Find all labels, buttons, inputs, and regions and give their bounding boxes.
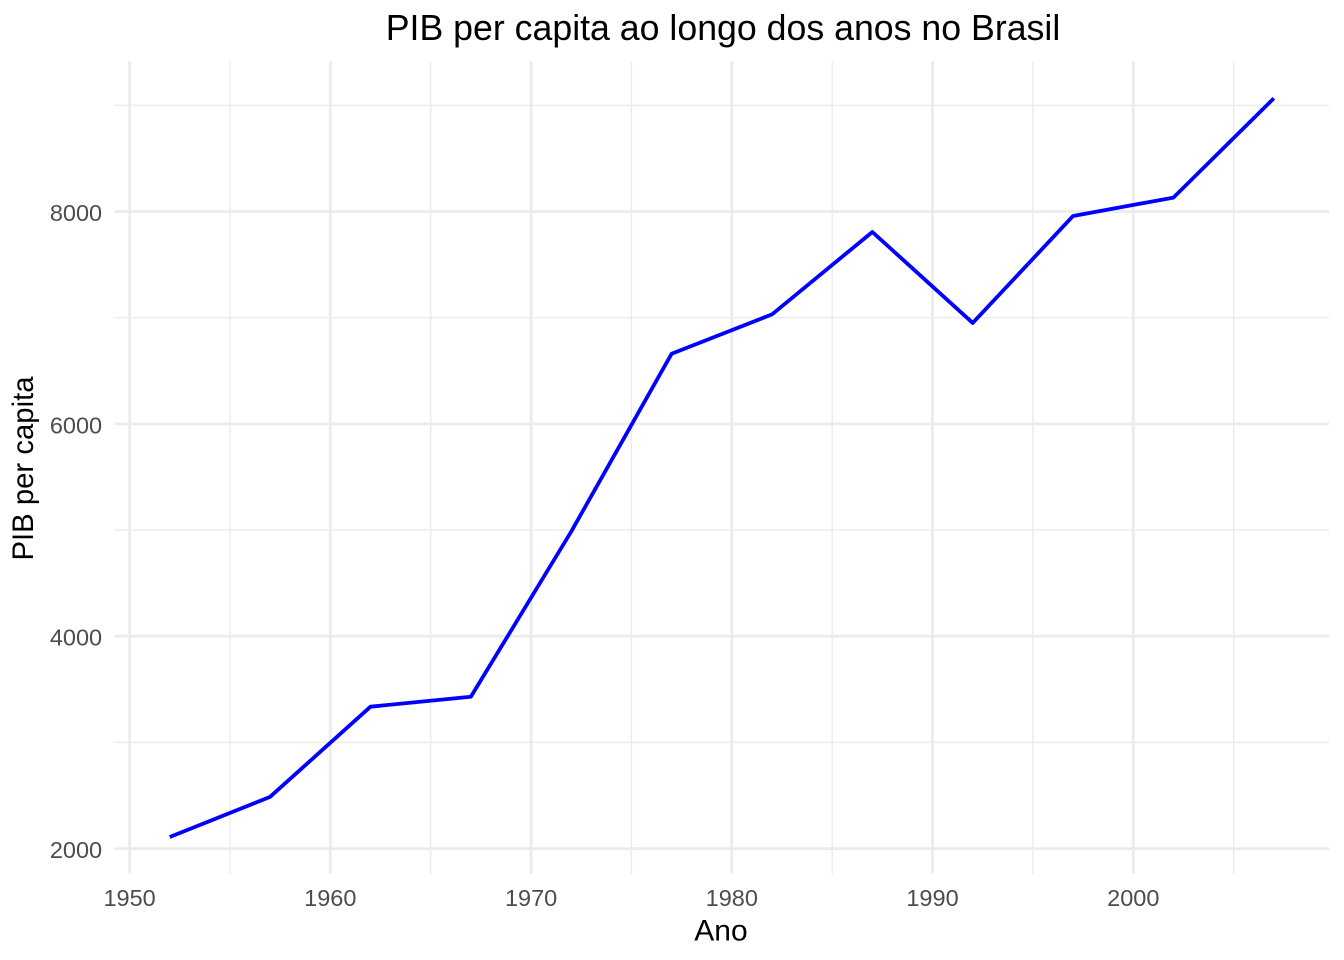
- svg-text:1990: 1990: [906, 885, 958, 911]
- svg-text:1960: 1960: [304, 885, 356, 911]
- svg-text:4000: 4000: [50, 625, 102, 651]
- svg-text:8000: 8000: [50, 200, 102, 226]
- svg-text:Ano: Ano: [694, 915, 747, 948]
- svg-text:1950: 1950: [103, 885, 155, 911]
- svg-text:1970: 1970: [505, 885, 557, 911]
- svg-text:PIB per capita ao longo dos an: PIB per capita ao longo dos anos no Bras…: [386, 8, 1061, 48]
- svg-text:PIB per capita: PIB per capita: [7, 376, 40, 561]
- svg-text:2000: 2000: [50, 837, 102, 863]
- svg-text:1980: 1980: [706, 885, 758, 911]
- svg-text:6000: 6000: [50, 412, 102, 438]
- svg-text:2000: 2000: [1107, 885, 1159, 911]
